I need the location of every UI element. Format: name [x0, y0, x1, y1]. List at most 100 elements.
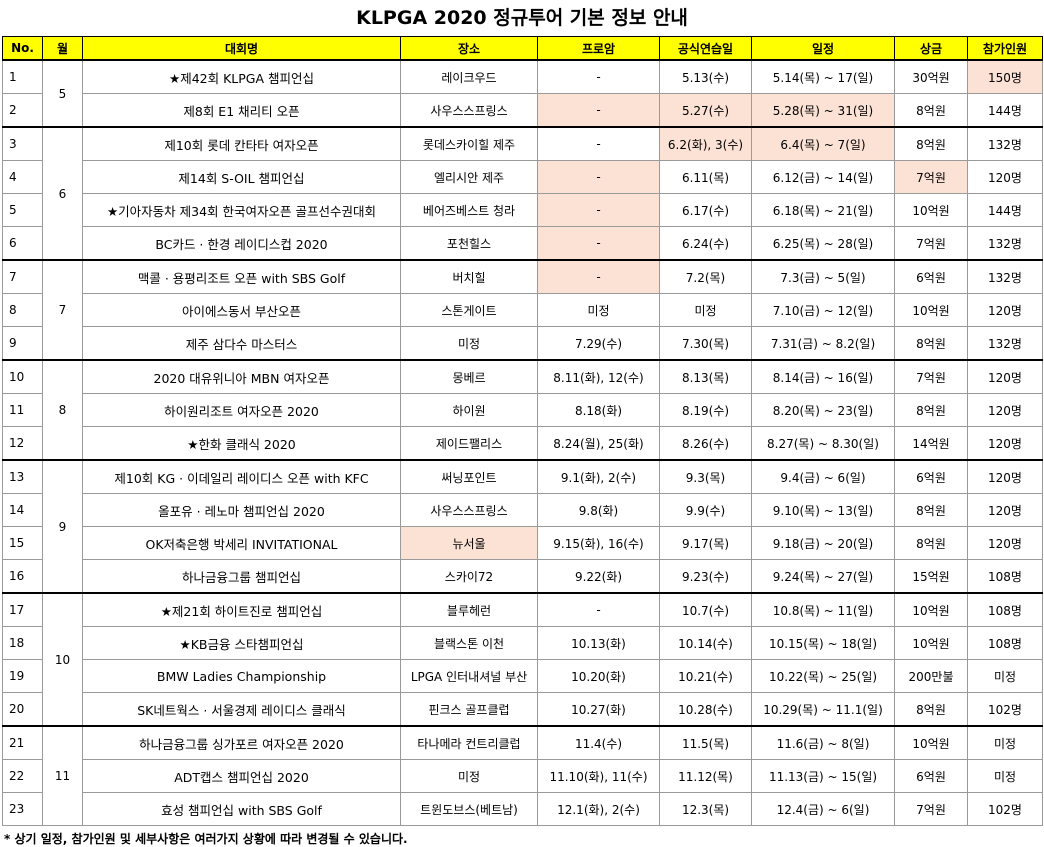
cell-no: 14 — [2, 493, 43, 527]
cell-month: 8 — [42, 359, 83, 461]
table-row: 12 ★한화 클래식 2020 제이드팰리스 8.24(월), 25(화) 8.26(수… — [2, 426, 1043, 461]
cell-venue: 트윈도브스(베트남) — [400, 792, 538, 826]
cell-venue: 제이드팰리스 — [400, 426, 538, 461]
cell-tournament: 아이에스동서 부산오픈 — [82, 293, 401, 327]
cell-proam: 10.20(화) — [537, 659, 660, 693]
cell-players: 120명 — [967, 160, 1043, 194]
cell-prize: 8억원 — [894, 93, 968, 128]
cell-prize: 6억원 — [894, 459, 968, 494]
cell-venue: 블루헤런 — [400, 592, 538, 627]
header-prize: 상금 — [894, 36, 968, 61]
cell-venue: 뉴서울 — [400, 526, 538, 560]
cell-practice: 7.2(목) — [659, 259, 752, 294]
cell-venue: 스카이72 — [400, 559, 538, 594]
cell-proam: 8.18(화) — [537, 393, 660, 427]
cell-schedule: 11.6(금) ~ 8(일) — [751, 725, 895, 760]
cell-prize: 7억원 — [894, 359, 968, 394]
cell-players: 132명 — [967, 226, 1043, 261]
table-row: 23 효성 챔피언십 with SBS Golf 트윈도브스(베트남) 12.1(화)… — [2, 792, 1043, 826]
cell-practice: 6.17(수) — [659, 193, 752, 227]
cell-proam: 8.11(화), 12(수) — [537, 359, 660, 394]
cell-venue: 레이크우드 — [400, 59, 538, 94]
footnote: * 상기 일정, 참가인원 및 세부사항은 여러가지 상황에 따라 변경될 수 … — [4, 832, 408, 846]
cell-players: 108명 — [967, 559, 1043, 594]
cell-venue: 몽베르 — [400, 359, 538, 394]
cell-no: 1 — [2, 59, 43, 94]
table-row: 4 제14회 S-OIL 챔피언십 엘리시안 제주 -6.11(목) 6.12(금) ~… — [2, 160, 1043, 194]
cell-players: 120명 — [967, 426, 1043, 461]
table-row: 3 6 제10회 롯데 칸타타 여자오픈 롯데스카이힐 제주 -6.2(화), 3(수)… — [2, 126, 1043, 261]
cell-players: 120명 — [967, 293, 1043, 327]
cell-schedule: 6.18(목) ~ 21(일) — [751, 193, 895, 227]
cell-practice: 8.26(수) — [659, 426, 752, 461]
cell-players: 102명 — [967, 792, 1043, 826]
table-row: 9 제주 삼다수 마스터스 미정 7.29(수) 7.30(목) 7.31(금) ~ 8.… — [2, 326, 1043, 361]
cell-prize: 6억원 — [894, 259, 968, 294]
cell-tournament: BC카드 · 한경 레이디스컵 2020 — [82, 226, 401, 261]
cell-prize: 10억원 — [894, 626, 968, 660]
cell-no: 17 — [2, 592, 43, 627]
cell-venue: 사우스스프링스 — [400, 493, 538, 527]
cell-no: 8 — [2, 293, 43, 327]
cell-no: 19 — [2, 659, 43, 693]
cell-prize: 10억원 — [894, 293, 968, 327]
cell-schedule: 10.8(목) ~ 11(일) — [751, 592, 895, 627]
table-row: 5 ★기아자동차 제34회 한국여자오픈 골프선수권대회 베어즈베스트 청라 -6.1… — [2, 193, 1043, 227]
header-practice: 공식연습일 — [659, 36, 752, 61]
table-row: 11 하이원리조트 여자오픈 2020 하이원 8.18(화) 8.19(수) 8.20(… — [2, 393, 1043, 427]
cell-tournament: 제14회 S-OIL 챔피언십 — [82, 160, 401, 194]
cell-tournament: ADT캡스 챔피언십 2020 — [82, 759, 401, 793]
cell-no: 7 — [2, 259, 43, 294]
cell-practice: 10.7(수) — [659, 592, 752, 627]
table-row: 14 올포유 · 레노마 챔피언십 2020 사우스스프링스 9.8(화) 9.9(수)… — [2, 493, 1043, 527]
table-row: 2 제8회 E1 채리티 오픈 사우스스프링스 -5.27(수) 5.28(목) ~ 3… — [2, 93, 1043, 128]
cell-no: 21 — [2, 725, 43, 760]
cell-no: 12 — [2, 426, 43, 461]
header-venue: 장소 — [400, 36, 538, 61]
cell-players: 144명 — [967, 93, 1043, 128]
cell-tournament: 맥콜 · 용평리조트 오픈 with SBS Golf — [82, 259, 401, 294]
cell-prize: 7억원 — [894, 160, 968, 194]
cell-no: 4 — [2, 160, 43, 194]
cell-tournament: ★기아자동차 제34회 한국여자오픈 골프선수권대회 — [82, 193, 401, 227]
cell-practice: 10.21(수) — [659, 659, 752, 693]
cell-schedule: 9.24(목) ~ 27(일) — [751, 559, 895, 594]
cell-venue: 사우스스프링스 — [400, 93, 538, 128]
cell-prize: 6억원 — [894, 759, 968, 793]
table-row: 8 아이에스동서 부산오픈 스톤게이트 미정 미정 7.10(금) ~ 12(일) 10억원… — [2, 293, 1043, 327]
cell-practice: 6.11(목) — [659, 160, 752, 194]
cell-no: 18 — [2, 626, 43, 660]
table-body: 1 5 ★제42회 KLPGA 챔피언십 레이크우드 -5.13(수) 5.14(목) ~… — [2, 59, 1043, 826]
cell-tournament: ★한화 클래식 2020 — [82, 426, 401, 461]
cell-proam: - — [537, 93, 660, 128]
cell-tournament: 제8회 E1 채리티 오픈 — [82, 93, 401, 128]
cell-prize: 10억원 — [894, 592, 968, 627]
cell-tournament: ★제42회 KLPGA 챔피언십 — [82, 59, 401, 94]
cell-venue: 써닝포인트 — [400, 459, 538, 494]
cell-tournament: ★KB금융 스타챔피언십 — [82, 626, 401, 660]
cell-proam: - — [537, 160, 660, 194]
cell-no: 23 — [2, 792, 43, 826]
cell-players: 120명 — [967, 393, 1043, 427]
cell-practice: 12.3(목) — [659, 792, 752, 826]
cell-no: 5 — [2, 193, 43, 227]
cell-players: 102명 — [967, 692, 1043, 727]
cell-tournament: 제10회 KG · 이데일리 레이디스 오픈 with KFC — [82, 459, 401, 494]
cell-prize: 15억원 — [894, 559, 968, 594]
cell-proam: 10.27(화) — [537, 692, 660, 727]
header-tournament: 대회명 — [82, 36, 401, 61]
cell-players: 미정 — [967, 659, 1043, 693]
table-row: 16 하나금융그룹 챔피언십 스카이72 9.22(화) 9.23(수) 9.24(목) … — [2, 559, 1043, 594]
cell-practice: 11.12(목) — [659, 759, 752, 793]
cell-prize: 10억원 — [894, 193, 968, 227]
cell-schedule: 9.4(금) ~ 6(일) — [751, 459, 895, 494]
cell-practice: 8.19(수) — [659, 393, 752, 427]
cell-practice: 11.5(목) — [659, 725, 752, 760]
cell-tournament: SK네트웍스 · 서울경제 레이디스 클래식 — [82, 692, 401, 727]
cell-venue: 미정 — [400, 326, 538, 361]
cell-players: 132명 — [967, 126, 1043, 161]
cell-practice: 5.27(수) — [659, 93, 752, 128]
cell-tournament: OK저축은행 박세리 INVITATIONAL — [82, 526, 401, 560]
cell-practice: 8.13(목) — [659, 359, 752, 394]
cell-proam: - — [537, 193, 660, 227]
